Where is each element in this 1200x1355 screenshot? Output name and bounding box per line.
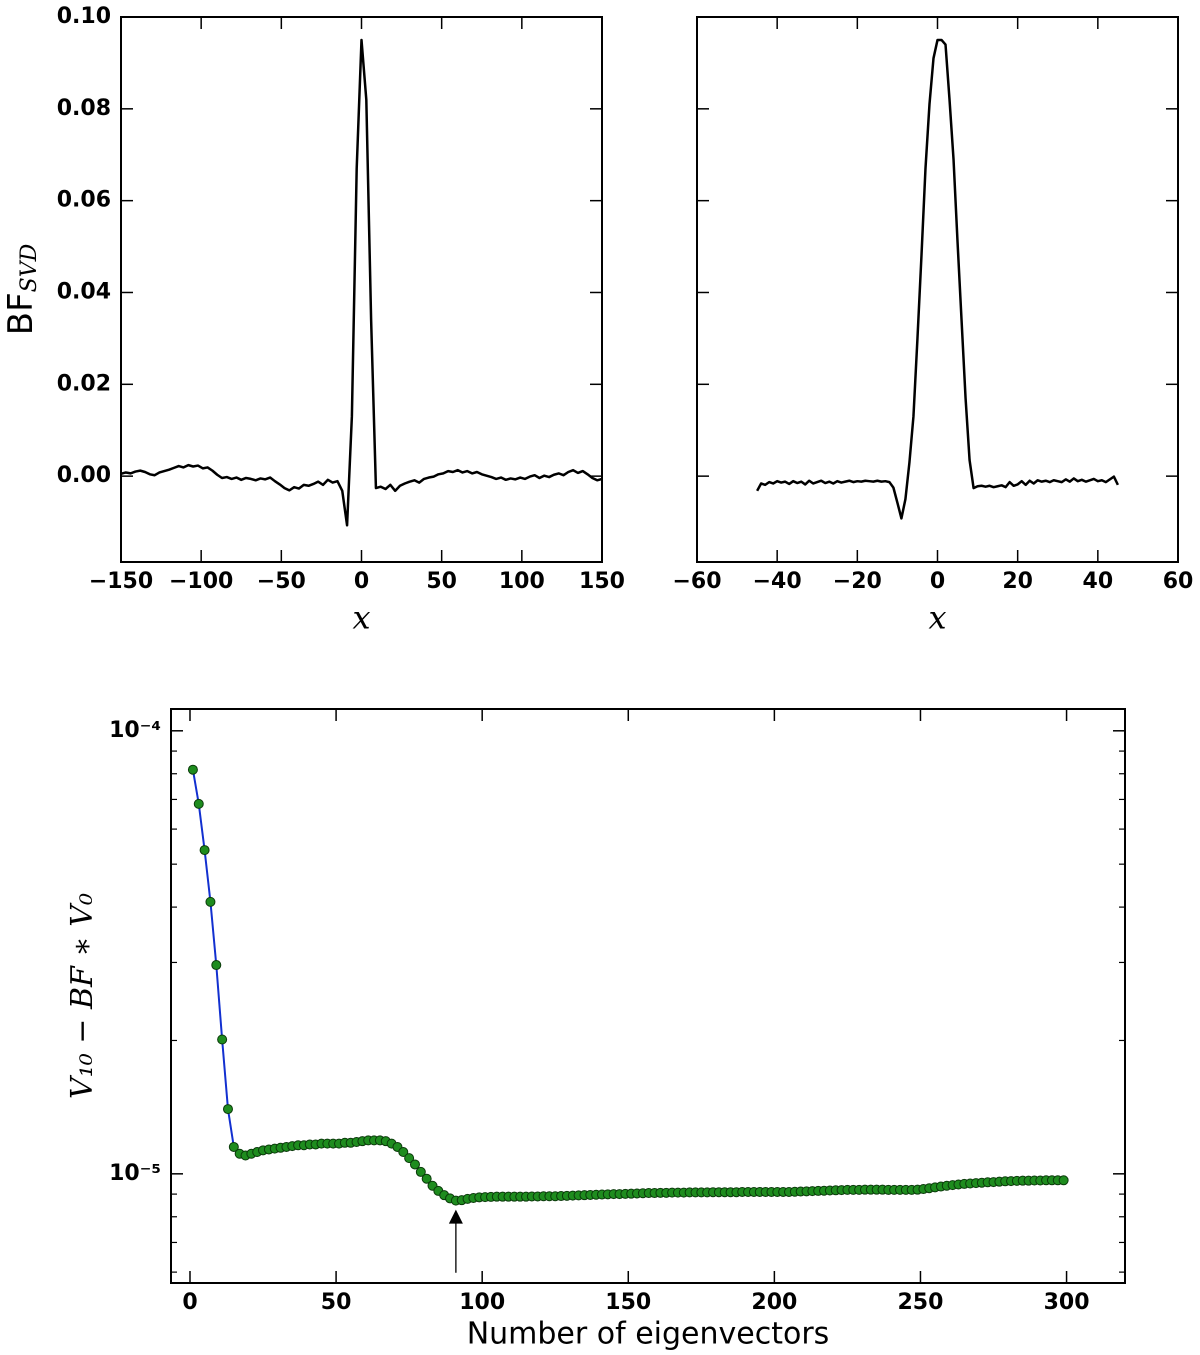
x-tick-label: 50 — [321, 1290, 352, 1315]
x-tick-label: 100 — [499, 569, 545, 594]
y-tick-label: 0.00 — [57, 463, 111, 488]
data-point — [187, 764, 198, 775]
data-point — [1058, 1175, 1069, 1186]
x-tick-label: 20 — [1002, 569, 1033, 594]
data-point — [205, 896, 216, 907]
data-point — [193, 798, 204, 809]
x-tick-label: 0 — [354, 569, 369, 594]
data-point — [222, 1104, 233, 1115]
x-tick-label: 150 — [605, 1290, 651, 1315]
data-point — [217, 1034, 228, 1045]
x-tick-label: −50 — [257, 569, 306, 594]
y-axis-label: BFSVD — [1, 243, 43, 335]
x-tick-label: −20 — [833, 569, 882, 594]
data-point — [404, 1153, 415, 1164]
data-point — [409, 1159, 420, 1170]
y-tick-label: 0.04 — [57, 279, 111, 304]
axes-frame — [696, 16, 1179, 563]
x-tick-label: 200 — [751, 1290, 797, 1315]
y-tick-label: 0.08 — [57, 96, 111, 121]
data-point — [398, 1147, 409, 1158]
y-axis-label-sub: SVD — [17, 243, 42, 292]
x-tick-label: −60 — [672, 569, 721, 594]
x-axis-label: x — [352, 599, 370, 637]
x-tick-label: −150 — [89, 569, 153, 594]
axes-frame — [120, 16, 603, 563]
x-axis-label: x — [928, 599, 946, 637]
axes-frame — [170, 708, 1126, 1284]
data-line — [756, 38, 1120, 520]
x-tick-label: −40 — [753, 569, 802, 594]
x-tick-label: 0 — [182, 1290, 197, 1315]
y-tick-label: 0.06 — [57, 188, 111, 213]
x-tick-label: 40 — [1083, 569, 1114, 594]
x-tick-label: 250 — [897, 1290, 943, 1315]
y-tick-label: 0.02 — [57, 371, 111, 396]
y-axis-label-main: BF — [1, 292, 41, 335]
data-point — [211, 960, 222, 971]
data-line — [191, 769, 1064, 1202]
x-tick-label: 100 — [459, 1290, 505, 1315]
x-tick-label: 300 — [1044, 1290, 1090, 1315]
x-tick-label: −100 — [169, 569, 233, 594]
x-tick-label: 0 — [930, 569, 945, 594]
data-point — [199, 845, 210, 856]
data-point — [421, 1173, 432, 1184]
y-axis-label: V₁₀ − BF ∗ V₀ — [65, 893, 100, 1099]
x-tick-label: 50 — [426, 569, 457, 594]
data-point — [228, 1141, 239, 1152]
annotation-arrowhead — [448, 1209, 463, 1224]
x-tick-label: 60 — [1163, 569, 1194, 594]
x-tick-label: 150 — [579, 569, 625, 594]
y-tick-label: 0.10 — [57, 4, 111, 29]
y-tick-label: 10⁻⁵ — [109, 1161, 161, 1186]
data-line — [120, 38, 603, 527]
data-point — [415, 1166, 426, 1177]
y-tick-label: 10⁻⁴ — [109, 718, 161, 743]
x-axis-label: Number of eigenvectors — [467, 1317, 830, 1352]
